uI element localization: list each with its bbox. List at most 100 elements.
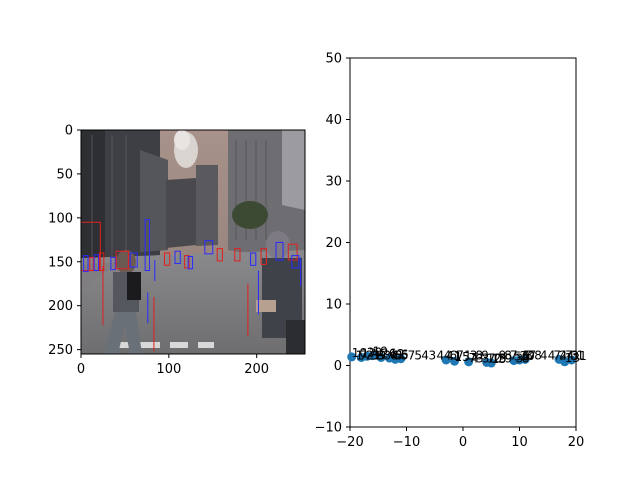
street-photo <box>81 130 305 354</box>
scatter-point-label: 24 <box>559 348 574 362</box>
scatter-text-label: 4 <box>436 348 444 362</box>
scatter-text-label: 3 <box>476 351 484 365</box>
scatter-point-label: 7 <box>469 351 477 365</box>
scatter-point-label: 26 <box>381 347 396 361</box>
scatter-text-label: 8 <box>475 348 483 362</box>
detection-box <box>187 255 194 270</box>
photo-building-mid <box>140 150 168 252</box>
y-tick-label: 30 <box>325 175 342 190</box>
scatter-text-label: 39 <box>371 348 386 362</box>
photo-sidewalk <box>81 262 120 290</box>
scatter-text-label: 1 <box>356 348 364 362</box>
scatter-point-label: 20 <box>367 345 382 359</box>
scatter-points <box>347 351 576 368</box>
scatter-text-label: 6 <box>390 348 398 362</box>
y-tick-label: 40 <box>325 113 342 128</box>
y-tick-label: 50 <box>56 167 73 182</box>
scatter-text-label: 5 <box>499 351 507 365</box>
scatter-point <box>520 354 530 364</box>
scatter-text-label: 7 <box>510 348 518 362</box>
scatter-point-label: 5 <box>395 348 403 362</box>
x-tick-label: 200 <box>244 362 269 377</box>
scatter-point-label: 15 <box>491 352 506 366</box>
detection-box <box>98 252 105 272</box>
scatter-text-label: 4 <box>471 351 479 365</box>
scatter-point-label: 8 <box>525 348 533 362</box>
scatter-point <box>464 357 474 367</box>
detection-box <box>93 254 100 272</box>
detection-box <box>115 250 129 270</box>
scatter-text-label: 3 <box>571 348 579 362</box>
scatter-point-label: 12 <box>390 347 405 361</box>
scatter-point-label: 31 <box>571 349 586 363</box>
photo-building-center <box>166 178 196 248</box>
y-tick-label: 200 <box>48 299 73 314</box>
detection-overlay <box>80 219 302 352</box>
detection-box <box>234 248 241 262</box>
scatter-point <box>376 353 386 363</box>
detection-box <box>129 252 138 268</box>
scatter-point-label: 20 <box>520 349 535 363</box>
x-tick-label: 0 <box>459 435 467 450</box>
scatter-text-label: 9 <box>505 351 513 365</box>
scatter-text-label: 4 <box>560 348 568 362</box>
scatter-point <box>441 355 451 365</box>
detection-box <box>144 219 151 272</box>
scatter-point-label: 10 <box>487 351 502 365</box>
scatter-text-label: 7 <box>408 348 416 362</box>
photo-building-right-far <box>282 130 305 210</box>
x-tick-label: 100 <box>156 362 181 377</box>
scatter-point <box>560 357 570 367</box>
scatter-text-label: 5 <box>401 348 409 362</box>
scatter-text-label: 5 <box>414 348 422 362</box>
scatter-text-label: 1 <box>577 348 585 362</box>
y-tick-label: 10 <box>325 298 342 313</box>
detection-box <box>291 255 300 269</box>
detection-box <box>250 252 257 266</box>
scatter-point-label: 19 <box>373 345 388 359</box>
scatter-text-label: 8 <box>395 348 403 362</box>
scatter-text-label: 7 <box>360 348 368 362</box>
scatter-text-label: 6 <box>449 348 457 362</box>
photo-crosswalk <box>110 342 214 348</box>
x-tick-label: −10 <box>393 435 420 450</box>
scatter-text-label: 8 <box>504 348 512 362</box>
scatter-text-label: 9 <box>481 348 489 362</box>
x-tick-label: 20 <box>568 435 585 450</box>
y-tick-label: 0 <box>334 359 342 374</box>
scatter-text-label: 7 <box>529 348 537 362</box>
scatter-point-label: 13 <box>565 351 580 365</box>
scatter-text-label: 4 <box>444 348 452 362</box>
scatter-text-label: 1 <box>464 348 472 362</box>
scatter-text-label: 4 <box>421 348 429 362</box>
scatter-text-label: 2 <box>494 351 502 365</box>
y-tick-label: 100 <box>48 211 73 226</box>
scatter-text-label: 4 <box>540 348 548 362</box>
detection-box <box>89 256 94 272</box>
detection-box <box>174 250 181 265</box>
y-tick-label: 50 <box>325 52 342 67</box>
scatter-point-label: 17 <box>361 347 376 361</box>
scatter-text-label: 8 <box>377 348 385 362</box>
scatter-text-label: 21 <box>366 348 381 362</box>
image-axes-frame <box>80 129 306 355</box>
scatter-point <box>396 354 406 364</box>
scatter-text-label: 7 <box>553 348 561 362</box>
detection-box <box>184 255 190 269</box>
scatter-point-label: 6 <box>401 348 409 362</box>
scatter-point <box>486 358 496 368</box>
photo-building-left-near <box>81 130 105 270</box>
detection-box <box>216 248 223 262</box>
scatter-point <box>566 355 576 365</box>
x-tick-label: 0 <box>77 362 85 377</box>
scatter-text-label: 3 <box>470 348 478 362</box>
scatter-text-label: 5 <box>523 348 531 362</box>
scatter-text-label: 8 <box>534 348 542 362</box>
scatter-point <box>347 352 357 362</box>
y-tick-label: −10 <box>315 421 342 436</box>
detection-box <box>204 240 214 255</box>
x-tick-label: 10 <box>511 435 528 450</box>
